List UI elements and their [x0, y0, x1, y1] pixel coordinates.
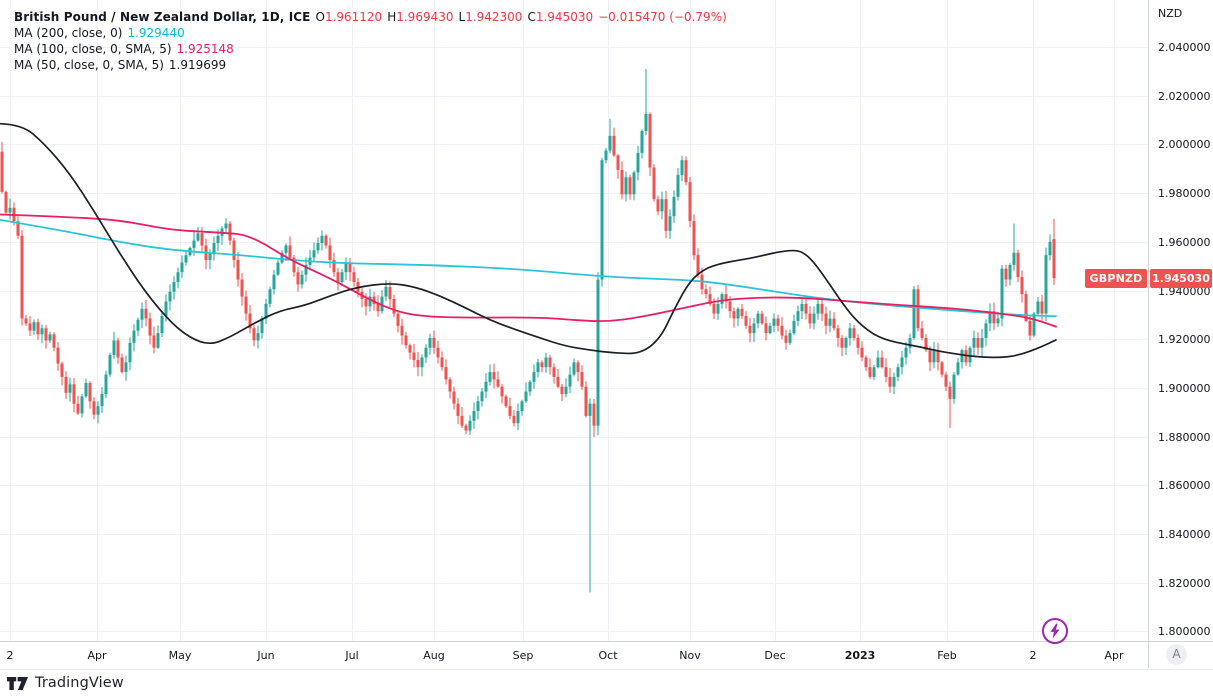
symbol-title: British Pound / New Zealand Dollar, 1D, … — [14, 10, 311, 24]
close-value: C 1.945030 — [527, 10, 594, 24]
time-tick: Nov — [679, 649, 701, 662]
time-tick: Apr — [1104, 649, 1124, 662]
price-tick: 1.800000 — [1158, 625, 1211, 639]
open-value: O 1.961120 — [315, 10, 383, 24]
time-tick: Apr — [87, 649, 107, 662]
price-tick: 1.900000 — [1158, 381, 1211, 395]
price-axis[interactable]: NZD 2.040000 2.020000 2.000000 1.980000 1.96… — [1148, 0, 1213, 668]
time-tick: 2 — [1029, 649, 1037, 662]
price-tick: 2.020000 — [1158, 89, 1211, 103]
chart-legend: British Pound / New Zealand Dollar, 1D, … — [14, 9, 727, 73]
price-tick: 1.960000 — [1158, 235, 1211, 249]
instant-order-lightning-badge[interactable] — [1042, 618, 1068, 644]
price-tick: 1.880000 — [1158, 430, 1211, 444]
time-tick: Jul — [345, 649, 359, 662]
time-tick: Jun — [257, 649, 275, 662]
price-tick: 1.980000 — [1158, 187, 1211, 201]
price-tick: 1.860000 — [1158, 479, 1211, 493]
time-tick: 2 — [6, 649, 14, 662]
symbol-row[interactable]: British Pound / New Zealand Dollar, 1D, … — [14, 9, 727, 25]
tradingview-brand-text: TradingView — [35, 675, 124, 691]
ma-200-row[interactable]: MA (200, close, 0) 1.929440 — [14, 25, 727, 41]
lightning-icon — [1050, 623, 1060, 639]
price-tick: 1.840000 — [1158, 528, 1211, 541]
ma-100-row[interactable]: MA (100, close, 0, SMA, 5) 1.925148 — [14, 41, 727, 57]
price-tick: 1.820000 — [1158, 576, 1211, 590]
high-value: H 1.969430 — [387, 10, 454, 24]
low-value: L 1.942300 — [458, 10, 523, 24]
tradingview-mark-icon — [7, 676, 28, 690]
time-tick: Oct — [598, 649, 618, 662]
time-tick: 2023 — [844, 649, 876, 662]
ma-50-label: MA (50, close, 0, SMA, 5) — [14, 58, 164, 72]
time-tick: May — [168, 649, 192, 662]
price-tick: 2.000000 — [1158, 138, 1211, 152]
ma-50-row[interactable]: MA (50, close, 0, SMA, 5) 1.919699 — [14, 57, 727, 73]
time-axis[interactable]: 2 Apr May Jun Jul Aug Sep Oct Nov Dec 2023 Feb 2 Apr — [0, 641, 1213, 670]
ma-100-value: 1.925148 — [176, 42, 234, 56]
ma-50-value: 1.919699 — [168, 58, 227, 72]
currency-label: NZD — [1158, 7, 1183, 20]
time-tick: Dec — [764, 649, 786, 662]
time-tick: Aug — [423, 649, 445, 662]
time-tick: Feb — [937, 649, 957, 662]
price-tick: 2.040000 — [1158, 41, 1211, 54]
accessibility-badge[interactable]: A — [1166, 644, 1187, 665]
price-tick: 1.920000 — [1158, 333, 1211, 347]
time-tick: Sep — [512, 649, 534, 662]
last-price-label: 1.945030 — [1150, 269, 1212, 288]
change-value: −0.015470 (−0.79%) — [598, 10, 727, 24]
symbol-price-badge: GBPNZD — [1085, 269, 1147, 288]
price-chart-canvas[interactable] — [0, 0, 1148, 641]
tradingview-logo[interactable]: TradingView — [7, 675, 124, 691]
ma-200-value: 1.929440 — [127, 26, 185, 40]
ma-200-label: MA (200, close, 0) — [14, 26, 123, 40]
ma-100-label: MA (100, close, 0, SMA, 5) — [14, 42, 172, 56]
